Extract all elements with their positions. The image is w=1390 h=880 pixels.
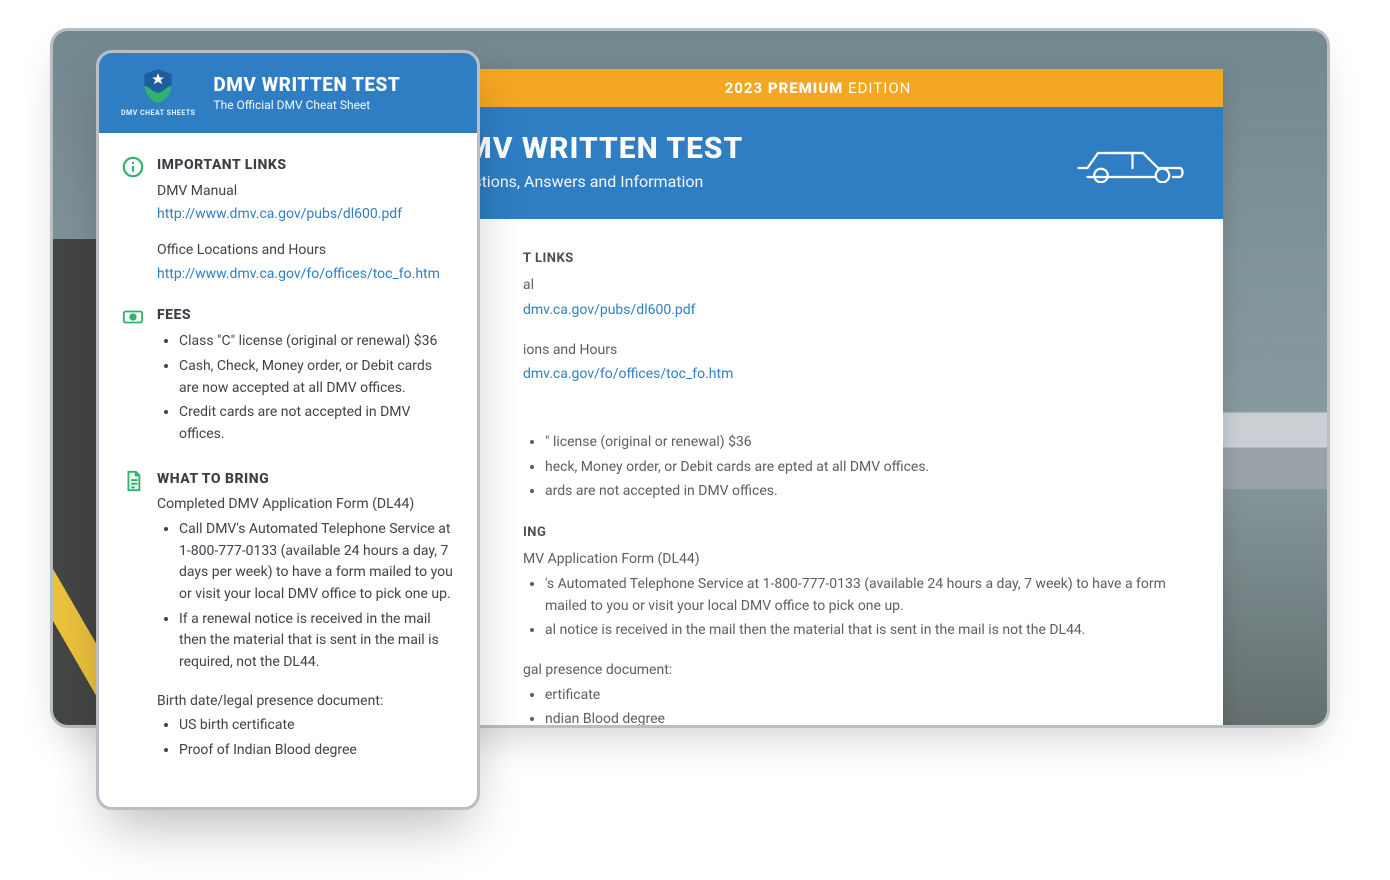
- list-item: Class "C" license (original or renewal) …: [179, 331, 455, 353]
- desktop-title: DMV WRITTEN TEST: [445, 131, 743, 166]
- section-what-to-bring: WHAT TO BRING Completed DMV Application …: [121, 469, 455, 765]
- list-item: ards are not accepted in DMV offices.: [545, 481, 1175, 503]
- dl44-line: Completed DMV Application Form (DL44): [157, 494, 455, 516]
- list-item: heck, Money order, or Debit cards are ep…: [545, 457, 1175, 479]
- desktop-bring-title: ING: [523, 523, 1175, 543]
- brand-small-label: DMV CHEAT SHEETS: [121, 109, 195, 117]
- desktop-title-bar: DMV WRITTEN TEST Questions, Answers and …: [413, 107, 1223, 219]
- fees-title: FEES: [157, 305, 455, 327]
- mobile-subtitle: The Official DMV Cheat Sheet: [213, 98, 400, 112]
- list-item: ndian Blood degree: [545, 709, 1175, 728]
- desktop-legal-list: ertificate ndian Blood degree ort or US …: [523, 685, 1175, 728]
- premium-year: 2023: [725, 79, 763, 97]
- bring-list: Call DMV's Automated Telephone Service a…: [157, 519, 455, 674]
- list-item: Proof of Indian Blood degree: [179, 740, 455, 762]
- desktop-document: 2023 PREMIUM EDITION DMV WRITTEN TEST Qu…: [413, 69, 1223, 728]
- desktop-offices-label: ions and Hours: [523, 340, 1175, 362]
- info-icon: [121, 155, 145, 285]
- shield-icon: [141, 67, 175, 105]
- manual-label: DMV Manual: [157, 181, 455, 203]
- desktop-body: T LINKS al dmv.ca.gov/pubs/dl600.pdf ion…: [413, 219, 1223, 728]
- list-item: al notice is received in the mail then t…: [545, 620, 1175, 642]
- desktop-dl44: MV Application Form (DL44): [523, 549, 1175, 571]
- premium-label: PREMIUM: [768, 79, 844, 97]
- list-item: Cash, Check, Money order, or Debit cards…: [179, 356, 455, 399]
- offices-label: Office Locations and Hours: [157, 240, 455, 262]
- legal-presence-title: Birth date/legal presence document:: [157, 691, 455, 713]
- legal-presence-list: US birth certificate Proof of Indian Blo…: [157, 715, 455, 761]
- desktop-manual-label: al: [523, 275, 1175, 297]
- list-item: 's Automated Telephone Service at 1-800-…: [545, 574, 1175, 617]
- list-item: " license (original or renewal) $36: [545, 432, 1175, 454]
- section-important-links: IMPORTANT LINKS DMV Manual http://www.dm…: [121, 155, 455, 285]
- desktop-fees-list: " license (original or renewal) $36 heck…: [523, 432, 1175, 503]
- desktop-bring-list: 's Automated Telephone Service at 1-800-…: [523, 574, 1175, 642]
- desktop-manual-link[interactable]: dmv.ca.gov/pubs/dl600.pdf: [523, 302, 696, 318]
- links-title: IMPORTANT LINKS: [157, 155, 455, 177]
- brand-shield: DMV CHEAT SHEETS: [121, 67, 195, 117]
- list-item: ertificate: [545, 685, 1175, 707]
- desktop-offices-link[interactable]: dmv.ca.gov/fo/offices/toc_fo.htm: [523, 366, 733, 382]
- section-fees: FEES Class "C" license (original or rene…: [121, 305, 455, 448]
- manual-link[interactable]: http://www.dmv.ca.gov/pubs/dl600.pdf: [157, 204, 402, 226]
- fees-list: Class "C" license (original or renewal) …: [157, 331, 455, 445]
- mobile-body: IMPORTANT LINKS DMV Manual http://www.dm…: [99, 133, 477, 795]
- desktop-subtitle: Questions, Answers and Information: [445, 172, 743, 191]
- money-icon: [121, 305, 145, 448]
- car-icon: [1071, 135, 1191, 187]
- mobile-title: DMV WRITTEN TEST: [213, 73, 400, 96]
- list-item: If a renewal notice is received in the m…: [179, 609, 455, 674]
- premium-edition: EDITION: [848, 79, 911, 97]
- offices-link[interactable]: http://www.dmv.ca.gov/fo/offices/toc_fo.…: [157, 264, 440, 286]
- list-item: US birth certificate: [179, 715, 455, 737]
- mobile-header: DMV CHEAT SHEETS DMV WRITTEN TEST The Of…: [99, 53, 477, 133]
- bring-title: WHAT TO BRING: [157, 469, 455, 491]
- list-item: Credit cards are not accepted in DMV off…: [179, 402, 455, 445]
- document-icon: [121, 469, 145, 765]
- premium-edition-bar: 2023 PREMIUM EDITION: [413, 69, 1223, 107]
- desktop-links-title: T LINKS: [523, 249, 1175, 269]
- list-item: Call DMV's Automated Telephone Service a…: [179, 519, 455, 606]
- desktop-legal-title: gal presence document:: [523, 660, 1175, 682]
- mobile-preview-frame: DMV CHEAT SHEETS DMV WRITTEN TEST The Of…: [96, 50, 480, 810]
